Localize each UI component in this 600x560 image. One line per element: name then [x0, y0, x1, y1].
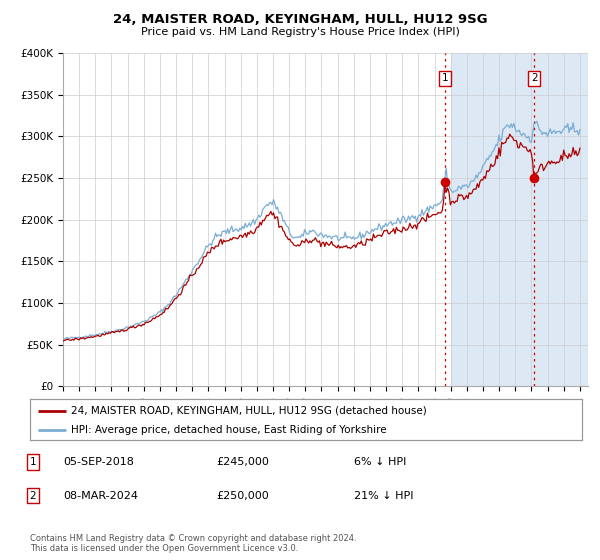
Text: Price paid vs. HM Land Registry's House Price Index (HPI): Price paid vs. HM Land Registry's House …: [140, 27, 460, 37]
Text: 6% ↓ HPI: 6% ↓ HPI: [354, 457, 406, 467]
Text: 24, MAISTER ROAD, KEYINGHAM, HULL, HU12 9SG: 24, MAISTER ROAD, KEYINGHAM, HULL, HU12 …: [113, 13, 487, 26]
Text: 2: 2: [29, 491, 37, 501]
Text: 2: 2: [531, 73, 538, 83]
Text: 1: 1: [442, 73, 449, 83]
Text: HPI: Average price, detached house, East Riding of Yorkshire: HPI: Average price, detached house, East…: [71, 424, 387, 435]
Bar: [451, 53, 588, 386]
Text: £250,000: £250,000: [216, 491, 269, 501]
Text: Contains HM Land Registry data © Crown copyright and database right 2024.
This d: Contains HM Land Registry data © Crown c…: [30, 534, 356, 553]
Text: £245,000: £245,000: [216, 457, 269, 467]
Text: 08-MAR-2024: 08-MAR-2024: [63, 491, 138, 501]
Text: 1: 1: [29, 457, 37, 467]
Text: 05-SEP-2018: 05-SEP-2018: [63, 457, 134, 467]
Text: 21% ↓ HPI: 21% ↓ HPI: [354, 491, 413, 501]
Bar: [548, 53, 588, 386]
Text: 24, MAISTER ROAD, KEYINGHAM, HULL, HU12 9SG (detached house): 24, MAISTER ROAD, KEYINGHAM, HULL, HU12 …: [71, 405, 427, 416]
